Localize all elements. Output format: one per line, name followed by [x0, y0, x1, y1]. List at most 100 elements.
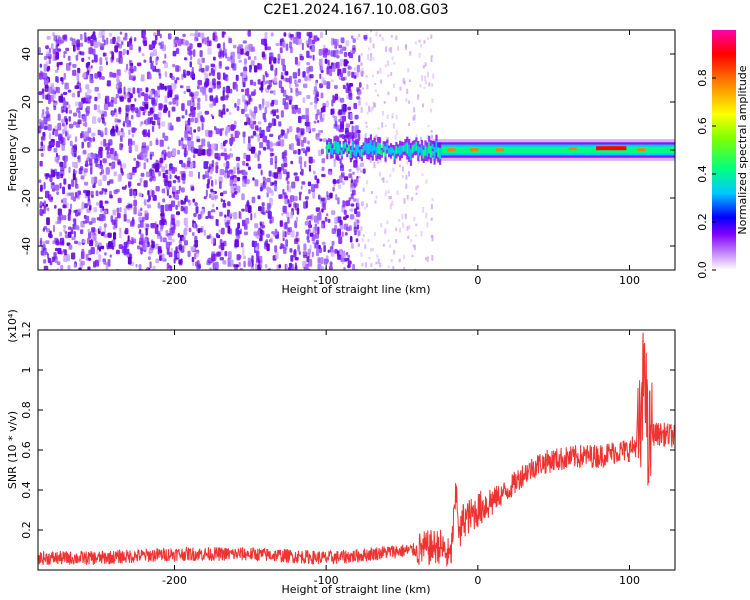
noise-cell — [43, 265, 49, 270]
noise-cell — [270, 237, 273, 244]
noise-cell — [424, 75, 427, 81]
noise-cell — [343, 176, 349, 181]
noise-cell — [103, 223, 107, 228]
noise-cell — [216, 43, 221, 49]
noise-cell — [222, 199, 226, 203]
noise-cell — [262, 105, 265, 109]
noise-cell — [227, 56, 231, 62]
noise-cell — [262, 98, 265, 106]
x-tick-label: 100 — [619, 574, 640, 587]
noise-cell — [175, 220, 180, 227]
noise-cell — [171, 106, 176, 112]
noise-cell — [356, 219, 360, 224]
noise-cell — [273, 57, 277, 64]
noise-cell — [169, 174, 172, 180]
noise-cell — [40, 141, 44, 147]
noise-cell — [161, 151, 164, 155]
noise-cell — [151, 65, 155, 70]
noise-cell — [408, 79, 411, 82]
noise-cell — [222, 260, 227, 265]
noise-cell — [65, 131, 68, 137]
noise-cell — [281, 38, 285, 42]
noise-cell — [147, 117, 152, 125]
noise-cell — [112, 226, 116, 230]
noise-cell — [305, 200, 309, 209]
noise-cell — [146, 158, 149, 163]
noise-cell — [267, 211, 272, 220]
noise-cell — [63, 228, 66, 232]
noise-cell — [130, 68, 134, 74]
signal-band — [389, 147, 392, 155]
noise-cell — [328, 65, 332, 69]
noise-cell — [361, 237, 364, 242]
noise-cell — [151, 170, 155, 177]
noise-cell — [257, 63, 262, 70]
noise-cell — [38, 47, 41, 54]
noise-cell — [303, 83, 308, 89]
noise-cell — [143, 59, 147, 63]
signal-band — [329, 143, 332, 154]
noise-cell — [273, 232, 276, 237]
noise-cell — [283, 32, 287, 37]
noise-cell — [314, 95, 318, 99]
noise-cell — [177, 149, 180, 155]
noise-cell — [104, 252, 107, 256]
noise-cell — [244, 113, 249, 117]
noise-cell — [316, 239, 319, 245]
noise-cell — [212, 69, 215, 77]
noise-cell — [178, 244, 182, 251]
noise-cell — [262, 74, 265, 83]
noise-cell — [66, 134, 69, 140]
noise-cell — [215, 95, 218, 103]
colorbar-tick-label: 0.2 — [696, 213, 709, 231]
noise-cell — [129, 93, 133, 99]
noise-cell — [396, 130, 399, 135]
noise-cell — [91, 176, 95, 185]
noise-cell — [395, 157, 398, 161]
noise-cell — [192, 111, 196, 115]
signal-band — [384, 146, 387, 157]
signal-band — [333, 140, 336, 150]
noise-cell — [222, 42, 226, 50]
noise-cell — [165, 241, 170, 250]
noise-cell — [97, 242, 102, 246]
noise-cell — [170, 238, 175, 243]
signal-peak — [447, 148, 456, 152]
noise-cell — [111, 111, 115, 115]
noise-cell — [39, 63, 42, 68]
signal-band — [358, 149, 361, 156]
noise-cell — [44, 84, 49, 89]
noise-cell — [362, 234, 365, 237]
noise-cell — [295, 80, 299, 84]
noise-cell — [295, 109, 298, 113]
noise-cell — [45, 240, 50, 244]
noise-cell — [90, 247, 95, 255]
signal-band — [419, 147, 421, 153]
noise-cell — [45, 94, 49, 100]
noise-cell — [392, 123, 395, 129]
noise-cell — [62, 35, 67, 40]
noise-cell — [331, 108, 335, 115]
noise-cell — [322, 138, 327, 143]
noise-cell — [357, 198, 360, 202]
noise-cell — [270, 32, 274, 37]
noise-cell — [195, 206, 199, 214]
noise-cell — [240, 242, 244, 248]
noise-cell — [359, 168, 362, 173]
noise-cell — [376, 70, 379, 74]
noise-cell — [393, 249, 396, 255]
noise-cell — [105, 146, 108, 151]
noise-cell — [415, 192, 418, 195]
noise-cell — [124, 228, 129, 235]
noise-cell — [343, 267, 346, 270]
noise-cell — [197, 85, 200, 90]
noise-cell — [288, 95, 293, 103]
noise-cell — [356, 168, 359, 174]
noise-cell — [151, 190, 155, 198]
signal-band — [404, 143, 407, 152]
noise-cell — [345, 40, 350, 47]
noise-cell — [403, 266, 406, 270]
noise-cell — [68, 166, 71, 174]
noise-cell — [187, 199, 190, 203]
